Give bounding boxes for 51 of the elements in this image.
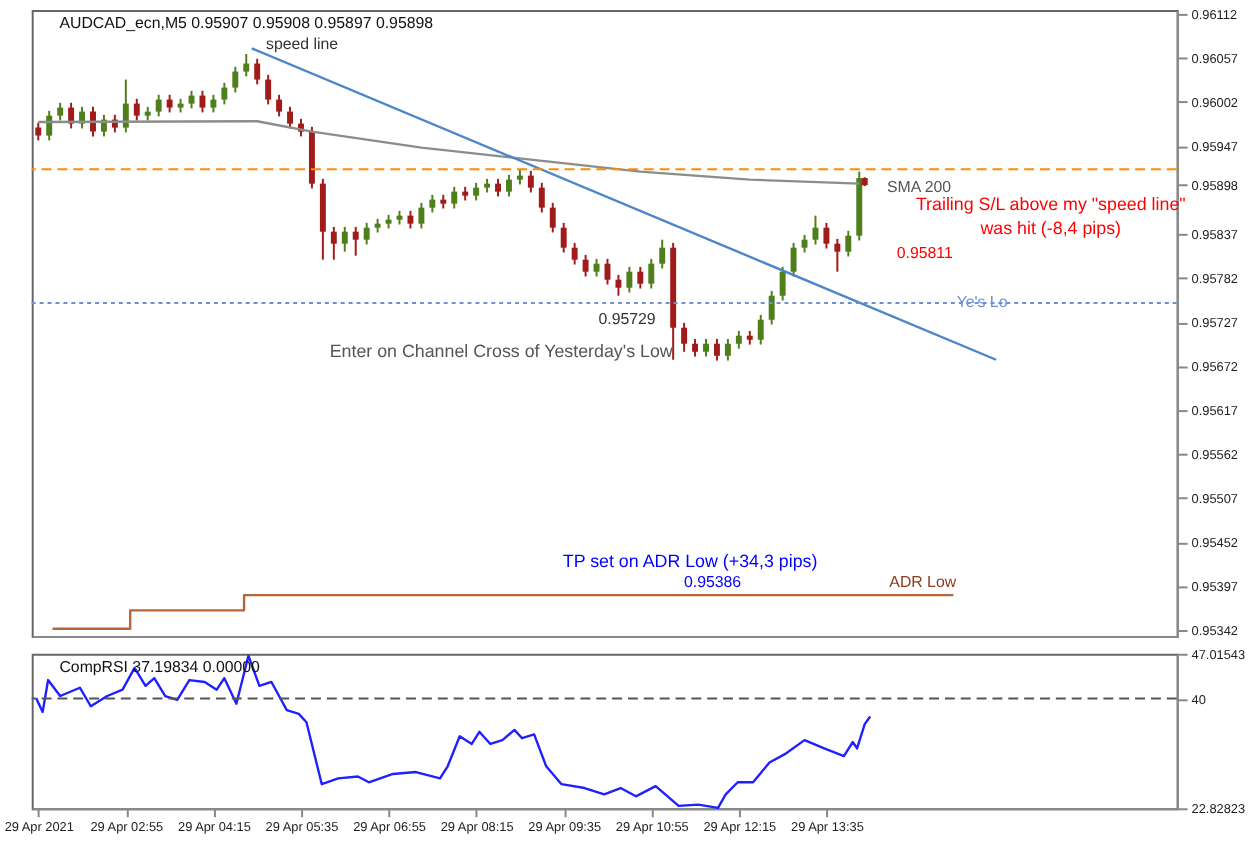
- annotation: SMA 200: [886, 178, 953, 197]
- candlestick: [823, 221, 830, 250]
- candlestick: [276, 93, 283, 118]
- candlestick: [724, 337, 731, 362]
- candlestick: [418, 201, 425, 230]
- candlestick: [659, 238, 666, 270]
- annotation: 0.95729: [598, 309, 657, 328]
- candlestick: [549, 201, 556, 234]
- candlestick: [199, 89, 206, 114]
- candlestick: [46, 109, 53, 142]
- candlestick: [779, 265, 786, 302]
- candlestick: [363, 221, 370, 246]
- candlestick: [560, 221, 567, 254]
- candlestick: [713, 337, 720, 362]
- chart-title: AUDCAD_ecn,M5 0.95907 0.95908 0.95897 0.95898: [59, 13, 435, 32]
- candlestick: [133, 97, 140, 122]
- line-series: [34, 654, 872, 810]
- candlestick: [538, 181, 545, 214]
- candlestick: [451, 185, 458, 210]
- candlestick: [243, 52, 250, 78]
- candlestick: [757, 313, 764, 346]
- candlestick: [527, 169, 534, 194]
- candlestick: [571, 241, 578, 266]
- candlestick: [812, 214, 819, 246]
- candlestick: [330, 225, 337, 261]
- candlestick: [122, 78, 129, 134]
- candlestick: [637, 265, 644, 290]
- candlestick: [90, 105, 96, 138]
- candlestick: [790, 241, 797, 278]
- candlestick: [582, 253, 589, 278]
- candlestick: [341, 225, 348, 253]
- candlestick: [352, 225, 359, 257]
- annotation: Trailing S/L above my "speed line" was hit (-8,4 pips): [915, 193, 1186, 238]
- candlestick: [265, 73, 272, 106]
- candlestick: [768, 289, 775, 326]
- candlestick: [232, 65, 239, 94]
- candlestick: [221, 81, 228, 106]
- candlestick: [834, 237, 841, 273]
- candlestick: [626, 265, 633, 294]
- candlestick: [845, 229, 852, 258]
- annotation: 0.95811: [896, 244, 954, 263]
- candlestick: [505, 173, 512, 198]
- candlestick: [254, 57, 261, 86]
- annotation: 0.95386: [683, 573, 743, 592]
- candlestick: [648, 257, 655, 290]
- candlestick: [615, 273, 622, 297]
- annotation: ADR Low: [889, 573, 957, 592]
- candlestick: [155, 93, 162, 118]
- annotation: TP set on ADR Low (+34,3 pips): [562, 550, 818, 571]
- annotation: speed line: [266, 35, 340, 54]
- candlestick: [681, 321, 688, 353]
